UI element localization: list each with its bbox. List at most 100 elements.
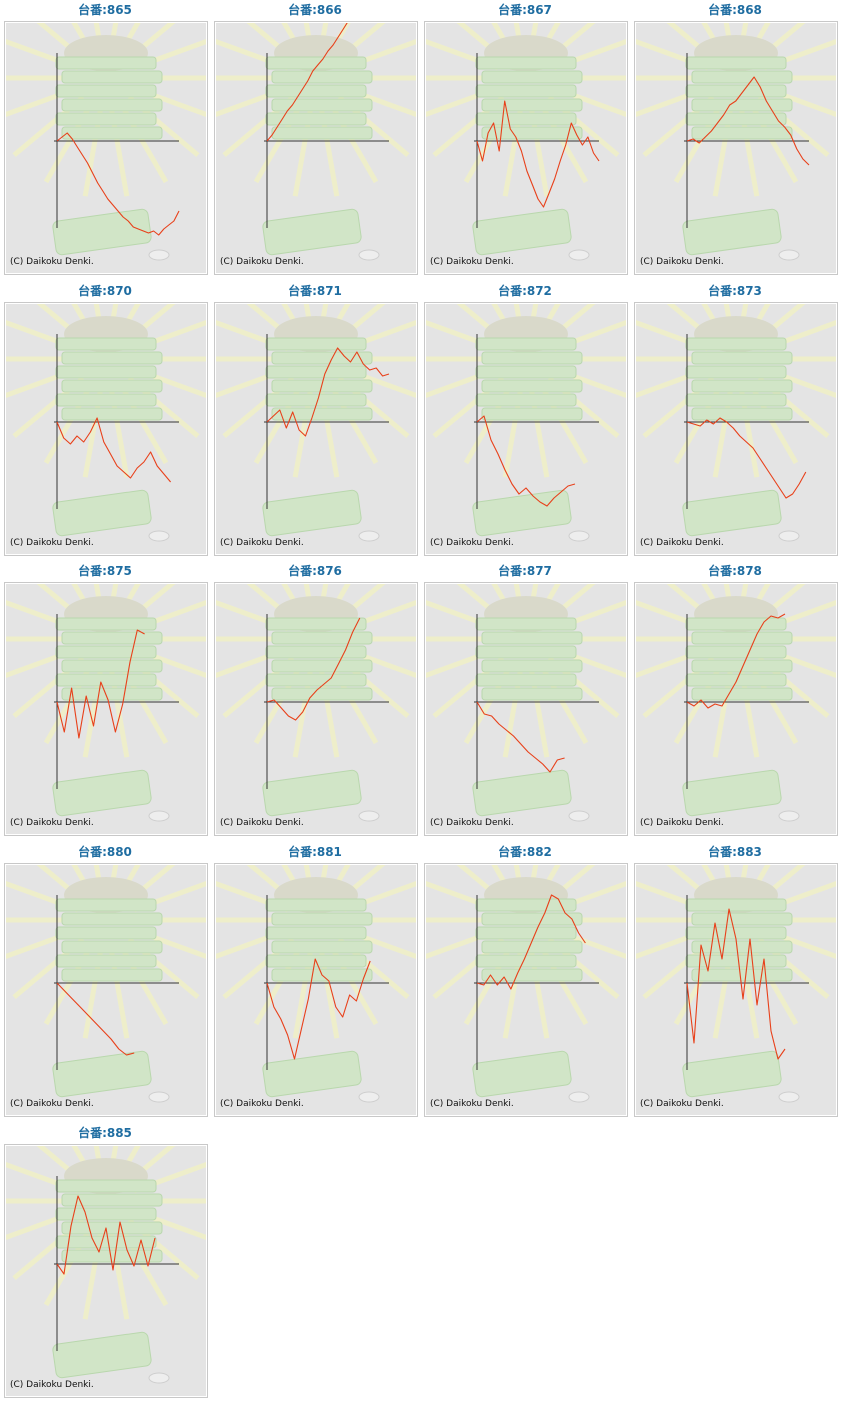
coin-box [271,126,373,140]
machine-number-title[interactable]: 台番:865 [78,3,132,17]
machine-graph-866[interactable]: 台番:866 (C) Daikoku Denki. [210,0,420,275]
machine-number-title[interactable]: 台番:866 [288,3,342,17]
ray-line [723,865,734,891]
coin-box [475,365,577,379]
coin-box [475,393,577,407]
machine-graph-885[interactable]: 台番:885 (C) Daikoku Denki. [0,1123,210,1398]
ray-line [108,23,119,49]
coin [778,249,800,261]
machine-number-title[interactable]: 台番:871 [288,284,342,298]
ray-line [738,584,749,610]
machine-graph-881[interactable]: 台番:881 (C) Daikoku Denki. [210,842,420,1117]
copyright-text: (C) Daikoku Denki. [220,257,304,267]
machine-number-title[interactable]: 台番:881 [288,845,342,859]
machine-graph-883[interactable]: 台番:883 (C) Daikoku Denki. [630,842,840,1117]
background-art [216,865,416,1103]
slump-graph: (C) Daikoku Denki. [426,304,626,554]
machine-graph-877[interactable]: 台番:877 (C) Daikoku Denki. [420,561,630,836]
machine-number-title[interactable]: 台番:870 [78,284,132,298]
coin-box [55,393,157,407]
ray-line [108,304,119,330]
coin-box [61,407,163,421]
machine-number-title[interactable]: 台番:882 [498,845,552,859]
machine-number-title[interactable]: 台番:875 [78,564,132,578]
ray-line [528,584,539,610]
coin [778,810,800,822]
machine-graph-878[interactable]: 台番:878 (C) Daikoku Denki. [630,561,840,836]
coin-box [265,56,367,70]
coin-box [61,659,163,673]
machine-graph-868[interactable]: 台番:868 (C) Daikoku Denki. [630,0,840,275]
machine-graph-870[interactable]: 台番:870 (C) Daikoku Denki. [0,281,210,556]
coin-box [265,337,367,351]
coin-tray [472,489,572,537]
coin-box [265,926,367,940]
slump-graph: (C) Daikoku Denki. [426,865,626,1115]
coin-box [271,659,373,673]
machine-graph-873[interactable]: 台番:873 (C) Daikoku Denki. [630,281,840,556]
machine-graph-882[interactable]: 台番:882 (C) Daikoku Denki. [420,842,630,1117]
coin-box [475,337,577,351]
coin-box [475,617,577,631]
coin-box [61,351,163,365]
graph-frame: (C) Daikoku Denki. [424,582,628,836]
machine-graph-867[interactable]: 台番:867 (C) Daikoku Denki. [420,0,630,275]
coin-box [271,940,373,954]
copyright-text: (C) Daikoku Denki. [220,538,304,548]
series-line [476,415,576,507]
background-art [6,304,206,542]
coin [148,1091,170,1103]
machine-graph-871[interactable]: 台番:871 (C) Daikoku Denki. [210,281,420,556]
machine-graph-876[interactable]: 台番:876 (C) Daikoku Denki. [210,561,420,836]
coin-tray [262,769,362,817]
graph-frame: (C) Daikoku Denki. [424,863,628,1117]
coin-box [61,631,163,645]
background-art [6,1146,206,1384]
ray-line [723,584,734,610]
coin-box [61,98,163,112]
machine-number-title[interactable]: 台番:867 [498,3,552,17]
machine-number-title[interactable]: 台番:885 [78,1126,132,1140]
background-art [6,584,206,822]
machine-graph-865[interactable]: 台番:865 (C) Daikoku Denki. [0,0,210,275]
copyright-text: (C) Daikoku Denki. [430,1099,514,1109]
coin-box [265,112,367,126]
machine-graph-880[interactable]: 台番:880 (C) Daikoku Denki. [0,842,210,1117]
coin-tray [52,769,152,817]
machine-number-title[interactable]: 台番:876 [288,564,342,578]
coin-box [475,926,577,940]
ray-line [318,584,329,610]
graph-frame: (C) Daikoku Denki. [634,21,838,275]
machine-graph-875[interactable]: 台番:875 (C) Daikoku Denki. [0,561,210,836]
coin-tray [52,1331,152,1379]
coin-box [475,56,577,70]
background-art [426,584,626,822]
coin-box [61,1193,163,1207]
coin-box [55,1207,157,1221]
ray-line [303,584,314,610]
coin-box [55,337,157,351]
coin-box [55,954,157,968]
coin-box [691,351,793,365]
copyright-text: (C) Daikoku Denki. [10,1380,94,1390]
coin-box [265,365,367,379]
coin-box [61,126,163,140]
machine-number-title[interactable]: 台番:878 [708,564,762,578]
machine-number-title[interactable]: 台番:883 [708,845,762,859]
machine-number-title[interactable]: 台番:880 [78,845,132,859]
coin [568,1091,590,1103]
coin-tray [52,208,152,256]
machine-number-title[interactable]: 台番:873 [708,284,762,298]
machine-number-title[interactable]: 台番:872 [498,284,552,298]
series-line [476,701,565,773]
coin-box [61,379,163,393]
background-art [636,23,836,261]
machine-graph-872[interactable]: 台番:872 (C) Daikoku Denki. [420,281,630,556]
machine-number-title[interactable]: 台番:868 [708,3,762,17]
coin [568,530,590,542]
coin-box [691,687,793,701]
slump-graph: (C) Daikoku Denki. [6,584,206,834]
copyright-text: (C) Daikoku Denki. [430,818,514,828]
machine-number-title[interactable]: 台番:877 [498,564,552,578]
